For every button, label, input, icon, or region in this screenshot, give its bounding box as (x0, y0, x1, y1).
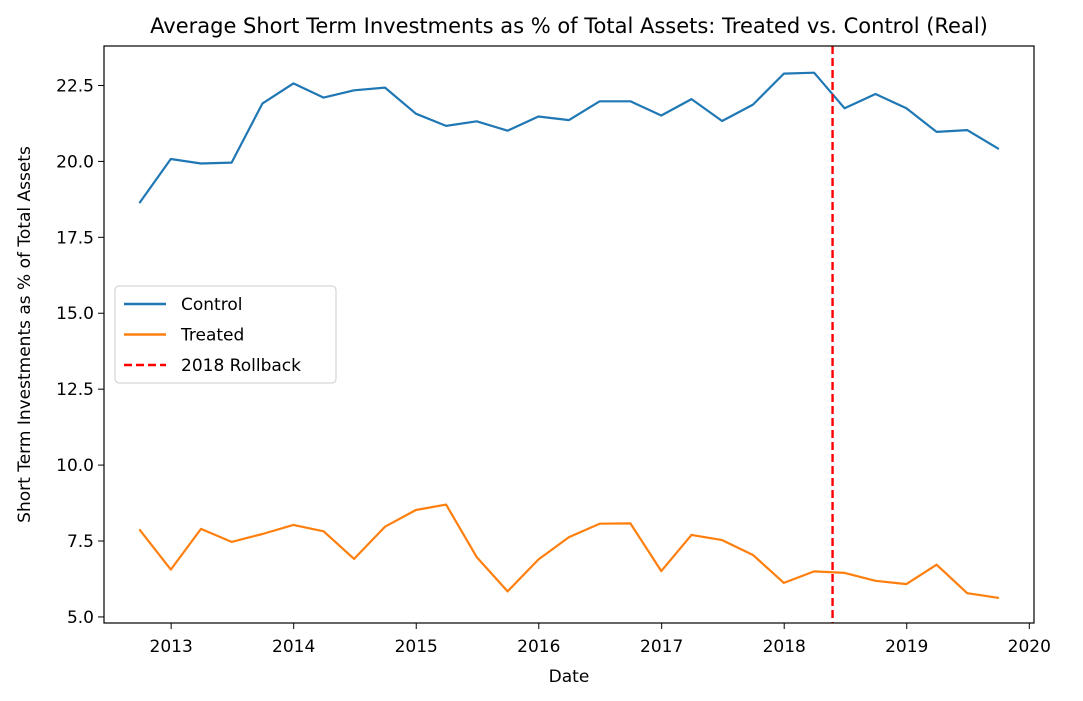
x-tick-label: 2013 (150, 637, 193, 657)
legend: Control Treated 2018 Rollback (114, 285, 337, 384)
plot-frame (103, 45, 1035, 624)
x-axis-label: Date (549, 667, 590, 687)
y-tick-label: 5.0 (67, 608, 94, 628)
x-tick-label: 2015 (395, 637, 438, 657)
y-axis-label: Short Term Investments as % of Total Ass… (15, 146, 35, 523)
y-tick-label: 22.5 (56, 76, 94, 96)
x-axis: 2013 2014 2015 2016 2017 2018 2019 2020 (150, 623, 1051, 657)
y-tick-label: 7.5 (67, 532, 94, 552)
y-tick-label: 10.0 (56, 456, 94, 476)
series-line-control (138, 71, 1000, 204)
y-tick-label: 12.5 (56, 380, 94, 400)
plot-area (138, 46, 1000, 623)
legend-box (114, 285, 337, 384)
x-tick-label: 2017 (640, 637, 683, 657)
legend-label: Control (181, 295, 242, 315)
legend-label: 2018 Rollback (181, 356, 301, 376)
x-tick-label: 2016 (517, 637, 560, 657)
series-line-treated (138, 503, 1000, 599)
y-axis: 5.0 7.5 10.0 12.5 15.0 17.5 20.0 22.5 (56, 76, 104, 628)
x-tick-label: 2018 (763, 637, 806, 657)
y-tick-label: 15.0 (56, 304, 94, 324)
legend-label: Treated (180, 326, 244, 346)
y-tick-label: 17.5 (56, 228, 94, 248)
y-tick-label: 20.0 (56, 152, 94, 172)
chart-title: Average Short Term Investments as % of T… (150, 14, 988, 38)
x-tick-label: 2014 (272, 637, 315, 657)
x-tick-label: 2020 (1008, 637, 1051, 657)
x-tick-label: 2019 (885, 637, 928, 657)
